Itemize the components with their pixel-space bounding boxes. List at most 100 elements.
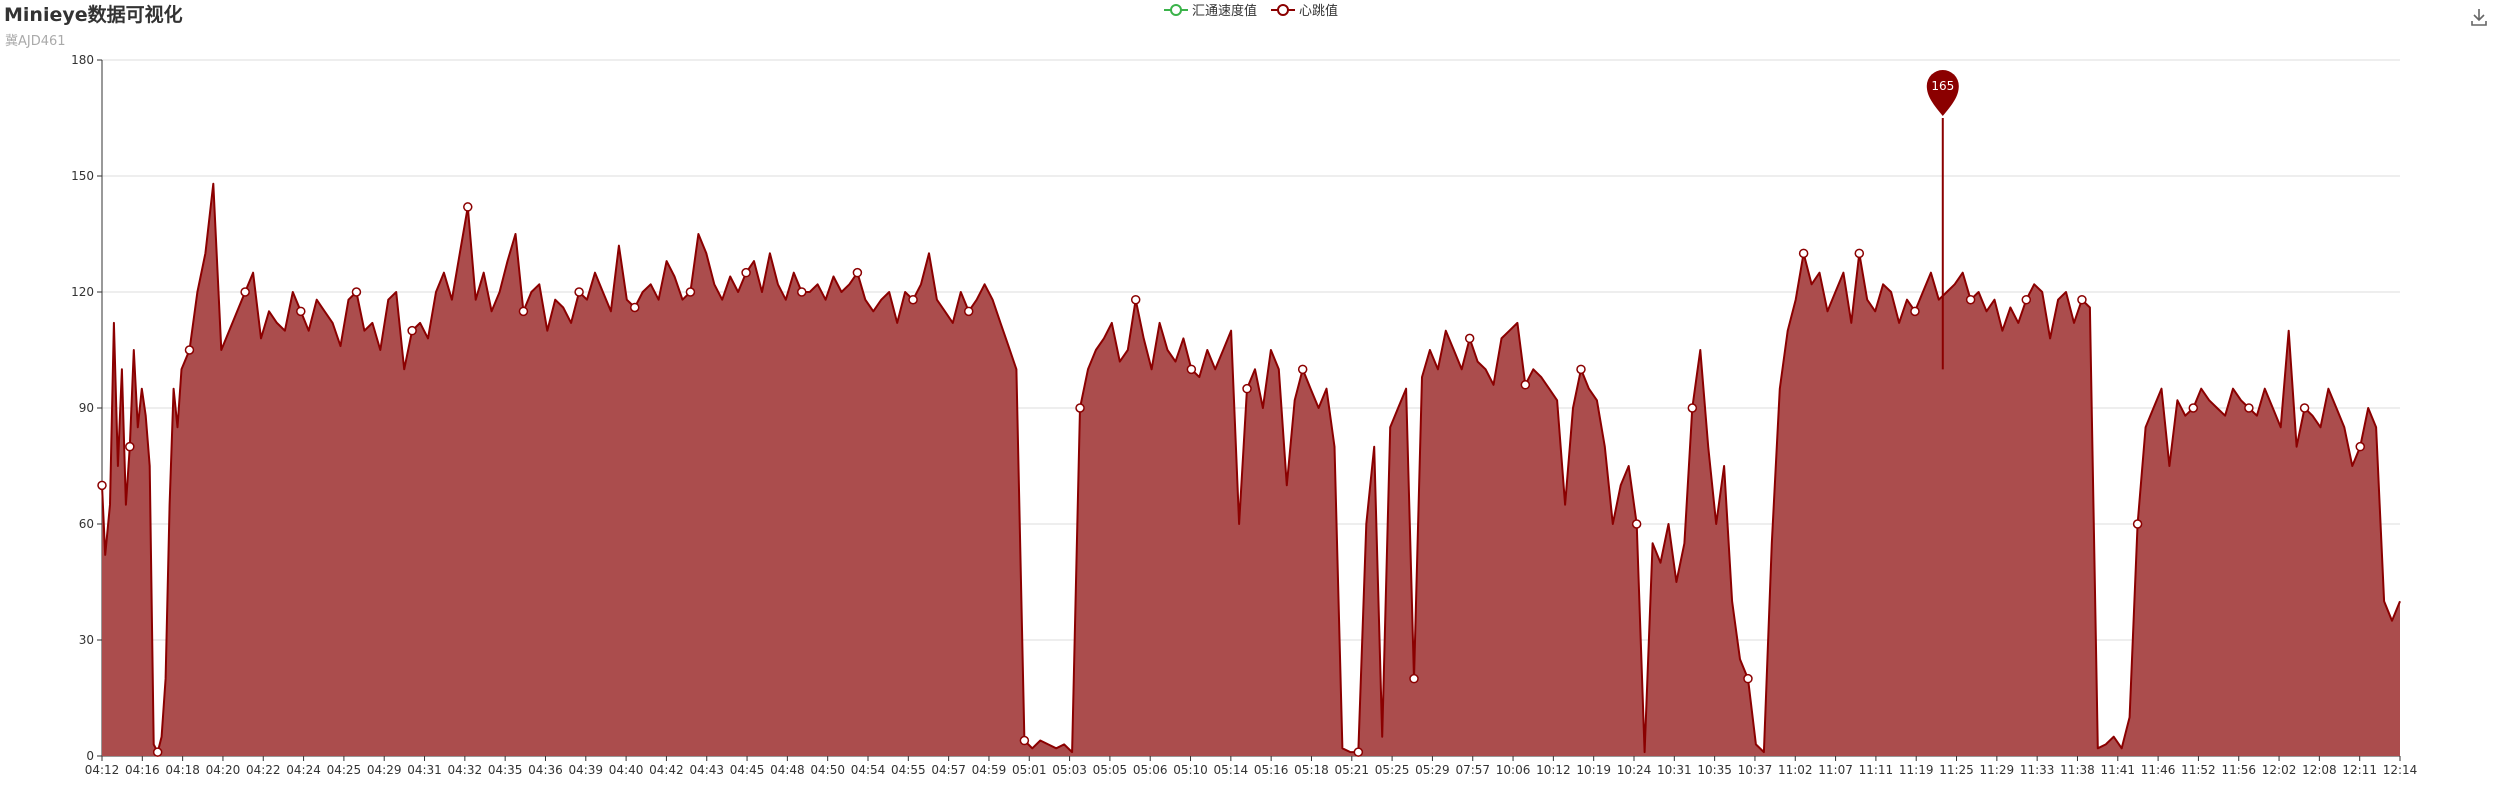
x-tick-label: 04:42	[649, 763, 684, 777]
x-tick-label: 04:54	[851, 763, 886, 777]
heart-point	[574, 287, 584, 297]
heart-point	[852, 267, 863, 278]
heart-point	[685, 287, 696, 297]
y-tick-label: 60	[79, 517, 94, 531]
heart-area	[102, 183, 2400, 756]
x-tick-label: 11:11	[1859, 763, 1894, 777]
heart-point	[463, 202, 473, 212]
x-tick-label: 11:29	[1980, 763, 2015, 777]
legend: 汇通速度值 心跳值	[1164, 0, 1338, 19]
x-tick-label: 04:24	[286, 763, 321, 777]
y-tick-label: 90	[79, 401, 94, 415]
x-tick-label: 04:35	[488, 763, 523, 777]
x-tick-label: 11:02	[1778, 763, 1813, 777]
x-tick-label: 11:25	[1939, 763, 1974, 777]
x-tick-label: 11:52	[2181, 763, 2216, 777]
heart-point	[152, 747, 163, 757]
heart-point	[1242, 383, 1252, 394]
legend-speed-marker-icon	[1164, 3, 1188, 17]
x-tick-label: 04:25	[327, 763, 362, 777]
y-tick-label: 30	[79, 633, 94, 647]
x-tick-label: 11:46	[2141, 763, 2176, 777]
x-tick-label: 04:55	[891, 763, 926, 777]
x-tick-label: 04:18	[165, 763, 200, 777]
x-tick-label: 05:25	[1375, 763, 1410, 777]
x-tick-label: 05:06	[1133, 763, 1168, 777]
x-tick-label: 04:32	[448, 763, 483, 777]
heart-point	[407, 325, 417, 336]
x-tick-label: 12:11	[2342, 763, 2377, 777]
heart-point	[630, 302, 640, 313]
legend-heart-marker-icon	[1271, 3, 1296, 17]
x-tick-label: 05:10	[1173, 763, 1208, 777]
x-tick-label: 05:14	[1214, 763, 1249, 777]
heart-point	[1409, 673, 1419, 684]
heart-point	[1854, 248, 1865, 259]
heart-point	[125, 441, 135, 452]
chart-subtitle: 冀AJD461	[5, 34, 66, 49]
x-tick-label: 04:48	[770, 763, 805, 777]
heart-point	[2244, 403, 2254, 413]
x-tick-label: 11:56	[2221, 763, 2256, 777]
x-tick-label: 04:45	[730, 763, 765, 777]
heart-point	[296, 306, 306, 317]
heart-point	[2355, 441, 2365, 452]
legend-speed-label: 汇通速度值	[1192, 4, 1258, 19]
x-tick-label: 12:14	[2383, 763, 2418, 777]
x-tick-label: 12:08	[2302, 763, 2337, 777]
heart-point	[1464, 333, 1475, 344]
heart-point	[518, 306, 529, 317]
x-tick-label: 04:43	[689, 763, 724, 777]
legend-item-speed[interactable]: 汇通速度值	[1164, 0, 1257, 19]
heart-point	[2021, 294, 2032, 305]
x-tick-label: 10:24	[1617, 763, 1652, 777]
x-tick-label: 11:07	[1818, 763, 1853, 777]
x-tick-label: 11:38	[2060, 763, 2095, 777]
heart-point	[97, 480, 107, 491]
x-tick-label: 12:02	[2262, 763, 2297, 777]
heart-point	[1687, 403, 1698, 413]
x-tick-label: 04:59	[972, 763, 1007, 777]
x-tick-label: 04:31	[407, 763, 442, 777]
x-tick-label: 05:03	[1052, 763, 1087, 777]
heart-point	[184, 345, 195, 355]
x-tick-label: 04:29	[367, 763, 402, 777]
heart-point	[2132, 519, 2143, 529]
heart-point	[1576, 364, 1586, 375]
x-tick-label: 05:29	[1415, 763, 1450, 777]
x-tick-label: 10:37	[1738, 763, 1773, 777]
heart-point	[2077, 294, 2087, 305]
y-tick-label: 180	[71, 53, 94, 67]
x-tick-label: 05:18	[1294, 763, 1329, 777]
x-tick-label: 05:05	[1093, 763, 1128, 777]
x-tick-label: 10:12	[1536, 763, 1571, 777]
heart-point	[1743, 673, 1753, 684]
x-tick-label: 05:01	[1012, 763, 1047, 777]
heart-point	[1075, 403, 1085, 413]
x-tick-label: 04:22	[246, 763, 281, 777]
x-tick-label: 11:41	[2100, 763, 2135, 777]
heart-point	[1520, 380, 1531, 390]
heart-point	[1631, 519, 1642, 529]
legend-item-heart[interactable]: 心跳值	[1271, 0, 1338, 19]
peak-pin-icon	[1926, 70, 1959, 116]
heart-point	[908, 294, 918, 305]
heart-point	[1186, 364, 1197, 375]
x-tick-label: 05:16	[1254, 763, 1289, 777]
heart-point	[240, 287, 250, 297]
heart-point	[1965, 294, 1976, 305]
x-tick-label: 04:57	[931, 763, 966, 777]
x-tick-label: 04:40	[609, 763, 644, 777]
heart-point	[1798, 248, 1809, 259]
y-tick-label: 0	[86, 749, 94, 763]
x-tick-label: 10:06	[1496, 763, 1531, 777]
download-icon[interactable]	[2468, 6, 2490, 28]
x-tick-label: 04:12	[85, 763, 120, 777]
x-tick-label: 04:36	[528, 763, 563, 777]
heart-point	[351, 287, 362, 297]
heart-point	[1353, 747, 1364, 757]
x-tick-label: 10:31	[1657, 763, 1692, 777]
heart-point	[1130, 294, 1141, 305]
heart-point	[796, 287, 807, 297]
